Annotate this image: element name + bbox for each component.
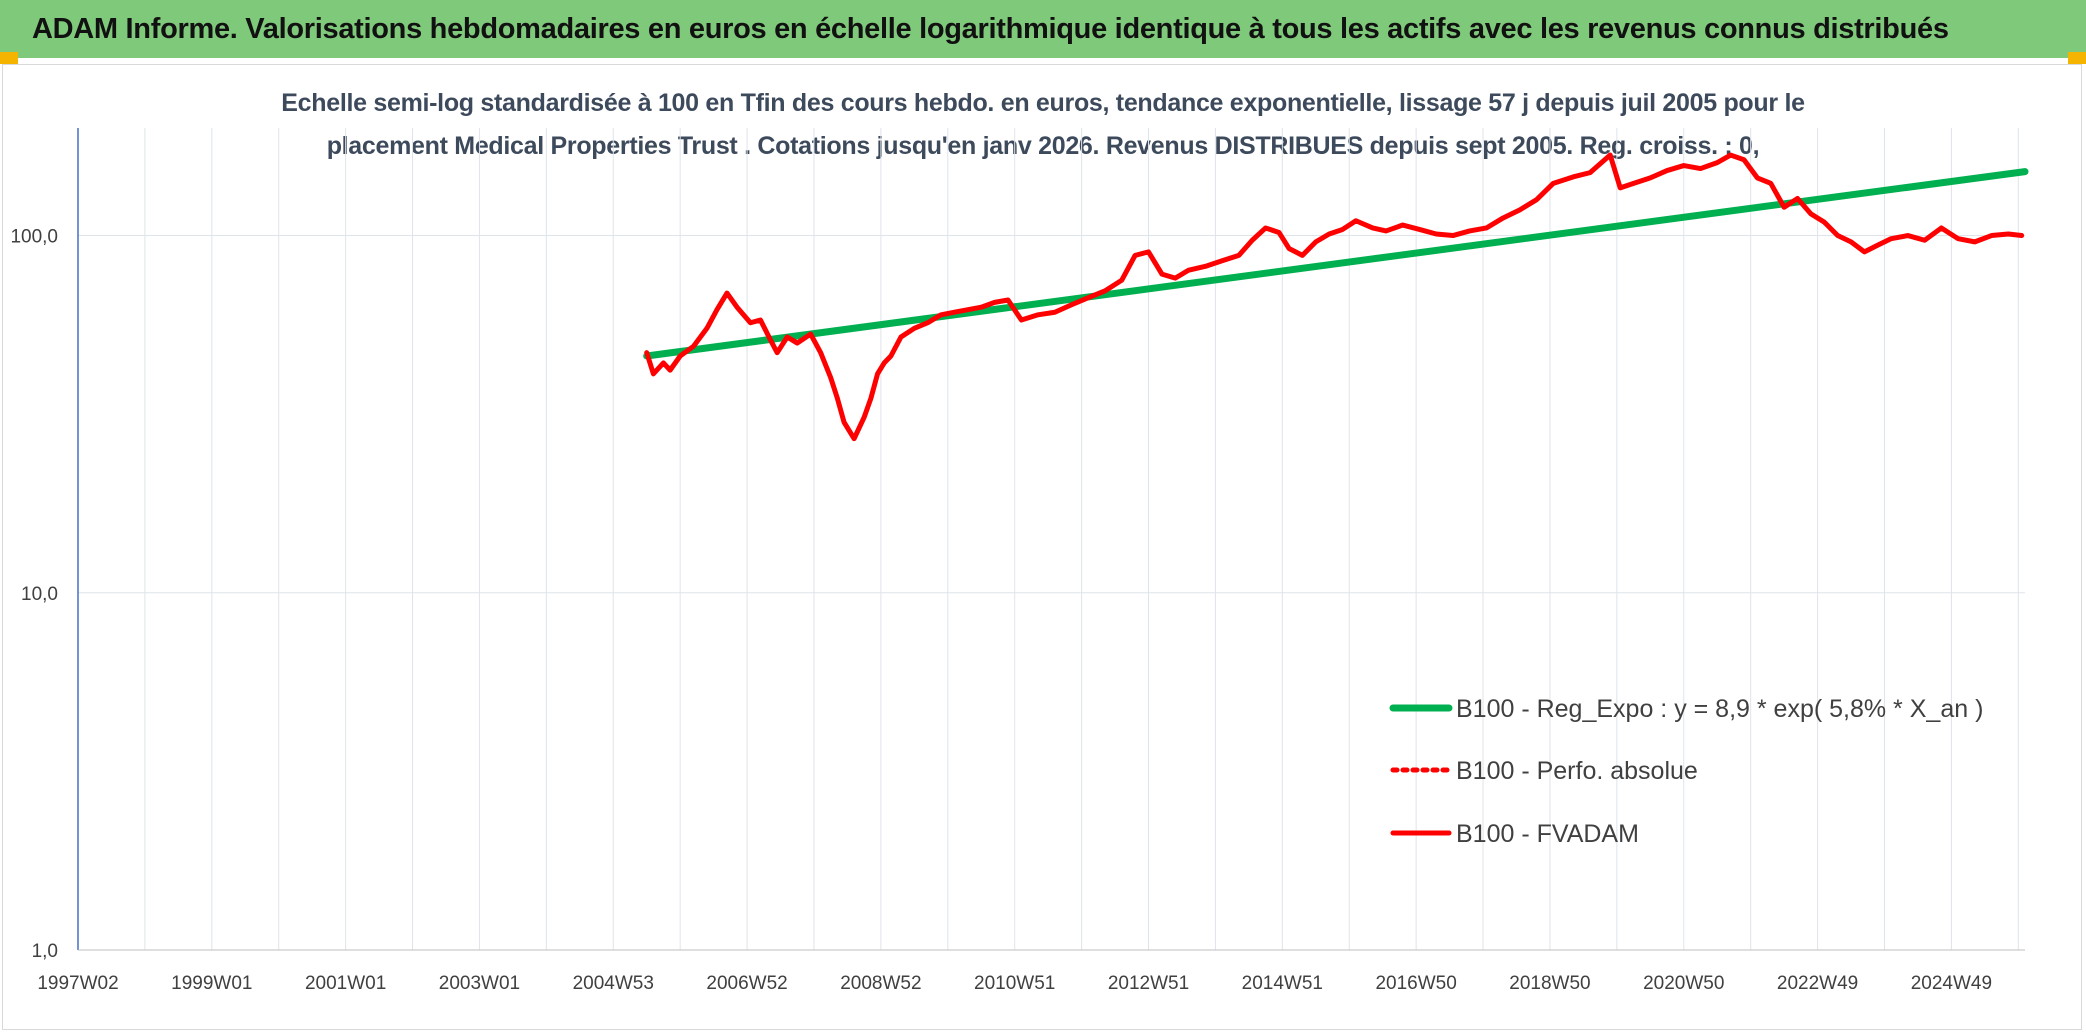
report-title: ADAM Informe. Valorisations hebdomadaire… xyxy=(32,12,1949,45)
legend-label: B100 - FVADAM xyxy=(1456,820,1639,848)
chart-grid xyxy=(77,128,2025,951)
chart-series xyxy=(643,152,2029,442)
x-tick-label: 2024W49 xyxy=(1911,973,1992,994)
x-tick-label: 2020W50 xyxy=(1643,973,1724,994)
y-tick-label: 100,0 xyxy=(10,227,58,248)
x-tick-label: 2008W52 xyxy=(840,973,921,994)
y-tick-label: 1,0 xyxy=(32,941,58,962)
x-tick-label: 2001W01 xyxy=(305,973,386,994)
x-tick-label: 2010W51 xyxy=(974,973,1055,994)
chart-tick-labels: 1,0 10,0 100,0 1997W02 1999W01 2001W01 2003W01… xyxy=(10,227,1992,994)
corner-marker-right xyxy=(2068,52,2086,64)
series-fvadam-line xyxy=(644,152,2025,442)
x-tick-label: 2014W51 xyxy=(1242,973,1323,994)
x-tick-label: 2012W51 xyxy=(1108,973,1189,994)
legend-item-perfo: B100 - Perfo. absolue xyxy=(1390,757,1698,785)
corner-marker-left xyxy=(0,52,18,64)
x-tick-label: 2016W50 xyxy=(1375,973,1456,994)
chart-title-line-1: Echelle semi-log standardisée à 100 en T… xyxy=(281,89,1805,117)
chart-legend: B100 - Reg_Expo : y = 8,9 * exp( 5,8% * … xyxy=(1389,695,1983,848)
legend-label: B100 - Perfo. absolue xyxy=(1456,757,1698,785)
chart-title-line-2: placement Medical Properties Trust . Cot… xyxy=(326,132,1760,160)
x-tick-label: 2018W50 xyxy=(1509,973,1590,994)
chart-axes xyxy=(77,128,2025,951)
y-tick-label: 10,0 xyxy=(21,584,58,605)
x-tick-label: 2003W01 xyxy=(439,973,520,994)
x-tick-label: 2022W49 xyxy=(1777,973,1858,994)
x-tick-label: 1997W02 xyxy=(37,973,118,994)
legend-label: B100 - Reg_Expo : y = 8,9 * exp( 5,8% * … xyxy=(1456,695,1983,723)
chart-frame xyxy=(2,64,2082,1030)
legend-item-fvadam: B100 - FVADAM xyxy=(1390,820,1639,848)
legend-item-trend: B100 - Reg_Expo : y = 8,9 * exp( 5,8% * … xyxy=(1389,695,1983,723)
series-trend-line xyxy=(643,168,2029,360)
x-tick-label: 2004W53 xyxy=(573,973,654,994)
report-title-banner: ADAM Informe. Valorisations hebdomadaire… xyxy=(0,0,2086,58)
x-tick-label: 1999W01 xyxy=(171,973,252,994)
x-tick-label: 2006W52 xyxy=(706,973,787,994)
